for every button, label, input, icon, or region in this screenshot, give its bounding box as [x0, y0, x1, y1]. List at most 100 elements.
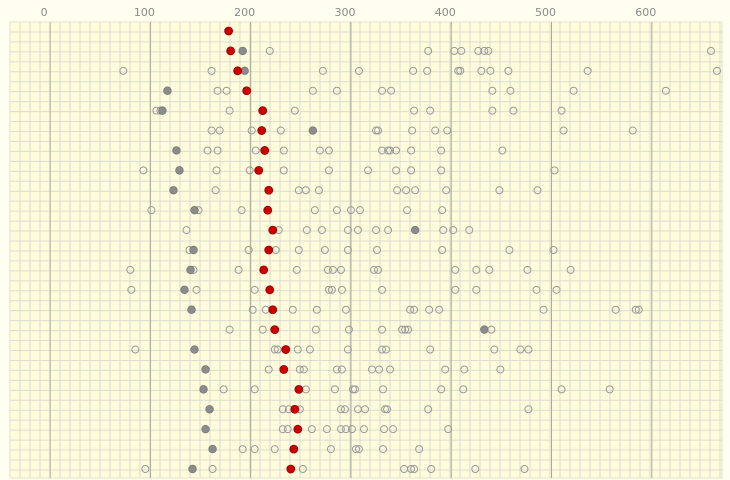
open-dot [322, 425, 331, 434]
open-dot [438, 206, 447, 215]
open-dot [384, 146, 393, 155]
open-dot [449, 226, 458, 235]
open-dot [415, 445, 424, 454]
open-dot [312, 305, 321, 314]
highlight-dot [258, 106, 268, 116]
open-dot [332, 206, 341, 215]
open-dot [557, 385, 566, 394]
open-dot [444, 425, 453, 434]
open-dot [520, 465, 529, 473]
open-dot [374, 265, 383, 274]
marker-dot [187, 305, 196, 314]
open-dot [323, 265, 332, 274]
marker-dot [410, 225, 420, 235]
open-dot [384, 226, 393, 235]
open-dot [409, 66, 418, 75]
open-dot [288, 305, 297, 314]
open-dot [302, 226, 311, 235]
open-dot [410, 465, 419, 473]
open-dot [213, 146, 222, 155]
open-dot [712, 66, 721, 75]
open-dot [389, 425, 398, 434]
open-dot [330, 385, 339, 394]
highlight-dot [263, 205, 273, 215]
open-dot [211, 186, 220, 195]
open-dot [398, 325, 407, 334]
open-dot [443, 126, 452, 135]
open-dot [354, 445, 363, 454]
open-dot [378, 146, 387, 155]
open-dot [372, 126, 381, 135]
open-dot [247, 126, 256, 135]
open-dot [583, 66, 592, 75]
open-dot [569, 86, 578, 95]
open-dot [406, 305, 415, 314]
open-dot [336, 425, 345, 434]
open-dot [326, 445, 335, 454]
open-dot [131, 345, 140, 354]
open-dot [119, 66, 128, 75]
open-dot [341, 425, 350, 434]
open-dot [219, 385, 228, 394]
highlight-dot [242, 86, 252, 96]
open-dot [264, 365, 273, 374]
open-dot [298, 465, 307, 473]
plot-area [9, 21, 723, 479]
highlight-dot [281, 345, 291, 354]
open-dot [340, 405, 349, 414]
open-dot [524, 405, 533, 414]
marker-dot [175, 166, 184, 175]
open-dot [425, 305, 434, 314]
open-dot [359, 425, 368, 434]
open-dot [215, 126, 224, 135]
x-tick-label: 400 [435, 6, 456, 19]
open-dot [314, 186, 323, 195]
open-dot [327, 285, 336, 294]
highlight-dot [268, 225, 278, 235]
x-tick-label: 100 [134, 6, 155, 19]
open-dot [248, 305, 257, 314]
open-dot [424, 405, 433, 414]
open-dot [477, 66, 486, 75]
open-dot [407, 465, 416, 473]
marker-dot [205, 405, 214, 414]
open-dot [324, 285, 333, 294]
open-dot [505, 246, 514, 254]
marker-dot [199, 385, 208, 394]
highlight-dot [257, 126, 267, 135]
open-dot [207, 66, 216, 75]
highlight-dot [293, 424, 303, 434]
marker-dot [308, 126, 318, 135]
open-dot [250, 285, 259, 294]
open-dot [661, 86, 670, 95]
open-dot [337, 365, 346, 374]
highlight-dot [264, 245, 274, 255]
open-dot [410, 305, 419, 314]
x-tick-label: 500 [535, 6, 556, 19]
open-dot [374, 126, 383, 135]
open-dot [426, 106, 435, 115]
open-dot [147, 206, 156, 215]
open-dot [456, 66, 465, 75]
open-dot [410, 106, 419, 115]
open-dot [305, 345, 314, 354]
open-dot [378, 285, 387, 294]
open-dot [523, 265, 532, 274]
open-dot [484, 46, 493, 55]
highlight-dot [268, 305, 278, 315]
marker-dot [201, 365, 210, 374]
open-dot [332, 365, 341, 374]
open-dot [451, 265, 460, 274]
marker-dot [208, 444, 217, 454]
open-dot [611, 305, 620, 314]
open-dot [552, 285, 561, 294]
open-dot [392, 166, 401, 175]
open-dot [126, 265, 135, 274]
open-dot [387, 86, 396, 95]
marker-dot [189, 245, 198, 255]
open-dot [279, 146, 288, 155]
x-tick-label: 300 [334, 6, 355, 19]
marker-dot [480, 325, 489, 334]
open-dot [380, 425, 389, 434]
open-dot [212, 166, 221, 175]
